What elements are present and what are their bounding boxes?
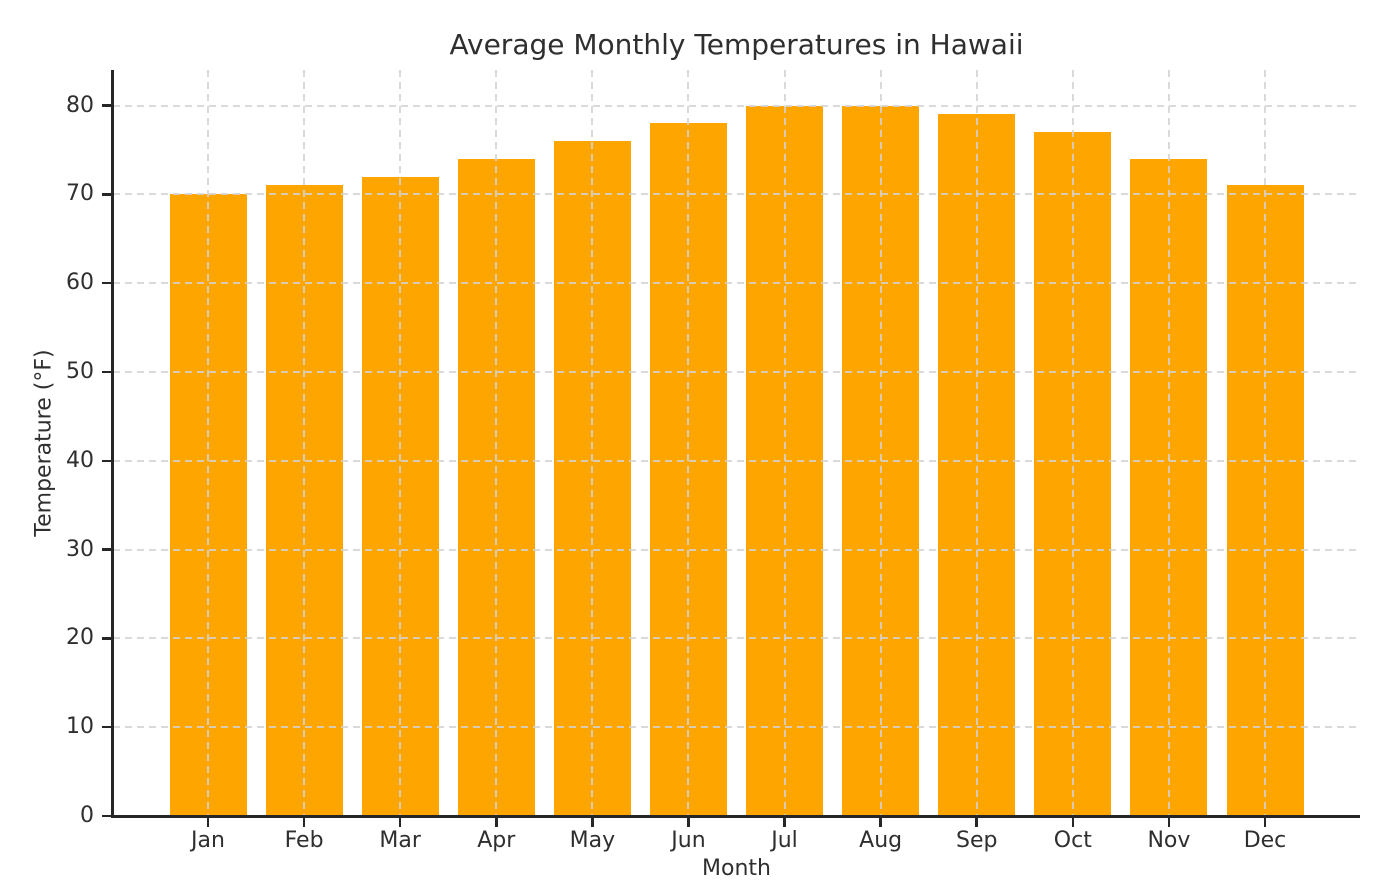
x-tick-label: Apr [477,828,516,853]
y-tick-label: 50 [66,358,94,384]
x-tick-mark [687,818,690,827]
horizontal-gridline [113,459,1360,462]
vertical-gridline [1071,70,1074,816]
y-tick-mark [102,281,111,285]
x-tick-label: Oct [1053,828,1092,853]
horizontal-gridline [113,193,1360,196]
horizontal-gridline [113,104,1360,107]
y-tick-label: 20 [66,625,94,651]
vertical-gridline [591,70,594,816]
vertical-gridline [495,70,498,816]
y-tick-mark [102,814,111,818]
x-tick-mark [591,818,594,827]
y-tick-label: 70 [66,181,94,207]
x-tick-mark [783,818,786,827]
horizontal-gridline [113,548,1360,551]
x-tick-mark [1167,818,1171,827]
vertical-gridline [783,70,786,816]
horizontal-gridline [113,637,1360,640]
x-tick-mark [1071,818,1075,827]
vertical-gridline [879,70,882,816]
vertical-gridline [399,70,402,816]
horizontal-gridline [113,282,1360,285]
y-tick-mark [102,193,111,196]
y-tick-mark [102,370,111,374]
y-tick-label: 30 [66,536,94,562]
horizontal-gridline [113,370,1360,373]
x-tick-mark [398,818,402,827]
x-tick-mark [302,818,306,827]
horizontal-gridline [113,726,1360,729]
y-tick-mark [102,725,111,729]
x-axis-label: Month [702,856,771,881]
y-axis-spine [111,70,114,818]
y-tick-label: 0 [80,803,94,828]
y-tick-label: 80 [66,92,94,118]
x-tick-label: Jan [191,828,225,853]
y-tick-mark [102,548,111,551]
x-tick-label: May [569,828,616,853]
vertical-gridline [303,70,306,816]
y-tick-mark [102,637,111,640]
vertical-gridline [975,70,978,816]
x-tick-mark [495,818,498,827]
x-tick-label: Sep [955,828,998,853]
x-tick-mark [206,818,210,827]
y-tick-label: 40 [66,447,94,473]
x-tick-label: Mar [379,828,421,853]
plot-area [113,70,1360,816]
y-tick-label: 10 [66,714,94,740]
x-tick-label: Aug [859,828,903,853]
y-tick-mark [102,104,111,107]
vertical-gridline [1167,70,1170,816]
x-tick-mark [879,818,882,827]
x-tick-label: Jul [771,828,798,853]
y-tick-mark [102,459,111,462]
vertical-gridline [687,70,690,816]
x-tick-label: Dec [1243,828,1287,853]
y-tick-label: 60 [66,270,94,296]
chart-title: Average Monthly Temperatures in Hawaii [449,28,1024,61]
vertical-gridline [1264,70,1266,816]
x-tick-label: Jun [671,828,706,853]
x-tick-mark [1263,818,1267,827]
x-axis-spine [111,815,1360,818]
vertical-gridline [207,70,209,816]
x-tick-label: Feb [284,828,324,853]
x-tick-mark [975,818,978,827]
x-tick-label: Nov [1147,828,1191,853]
